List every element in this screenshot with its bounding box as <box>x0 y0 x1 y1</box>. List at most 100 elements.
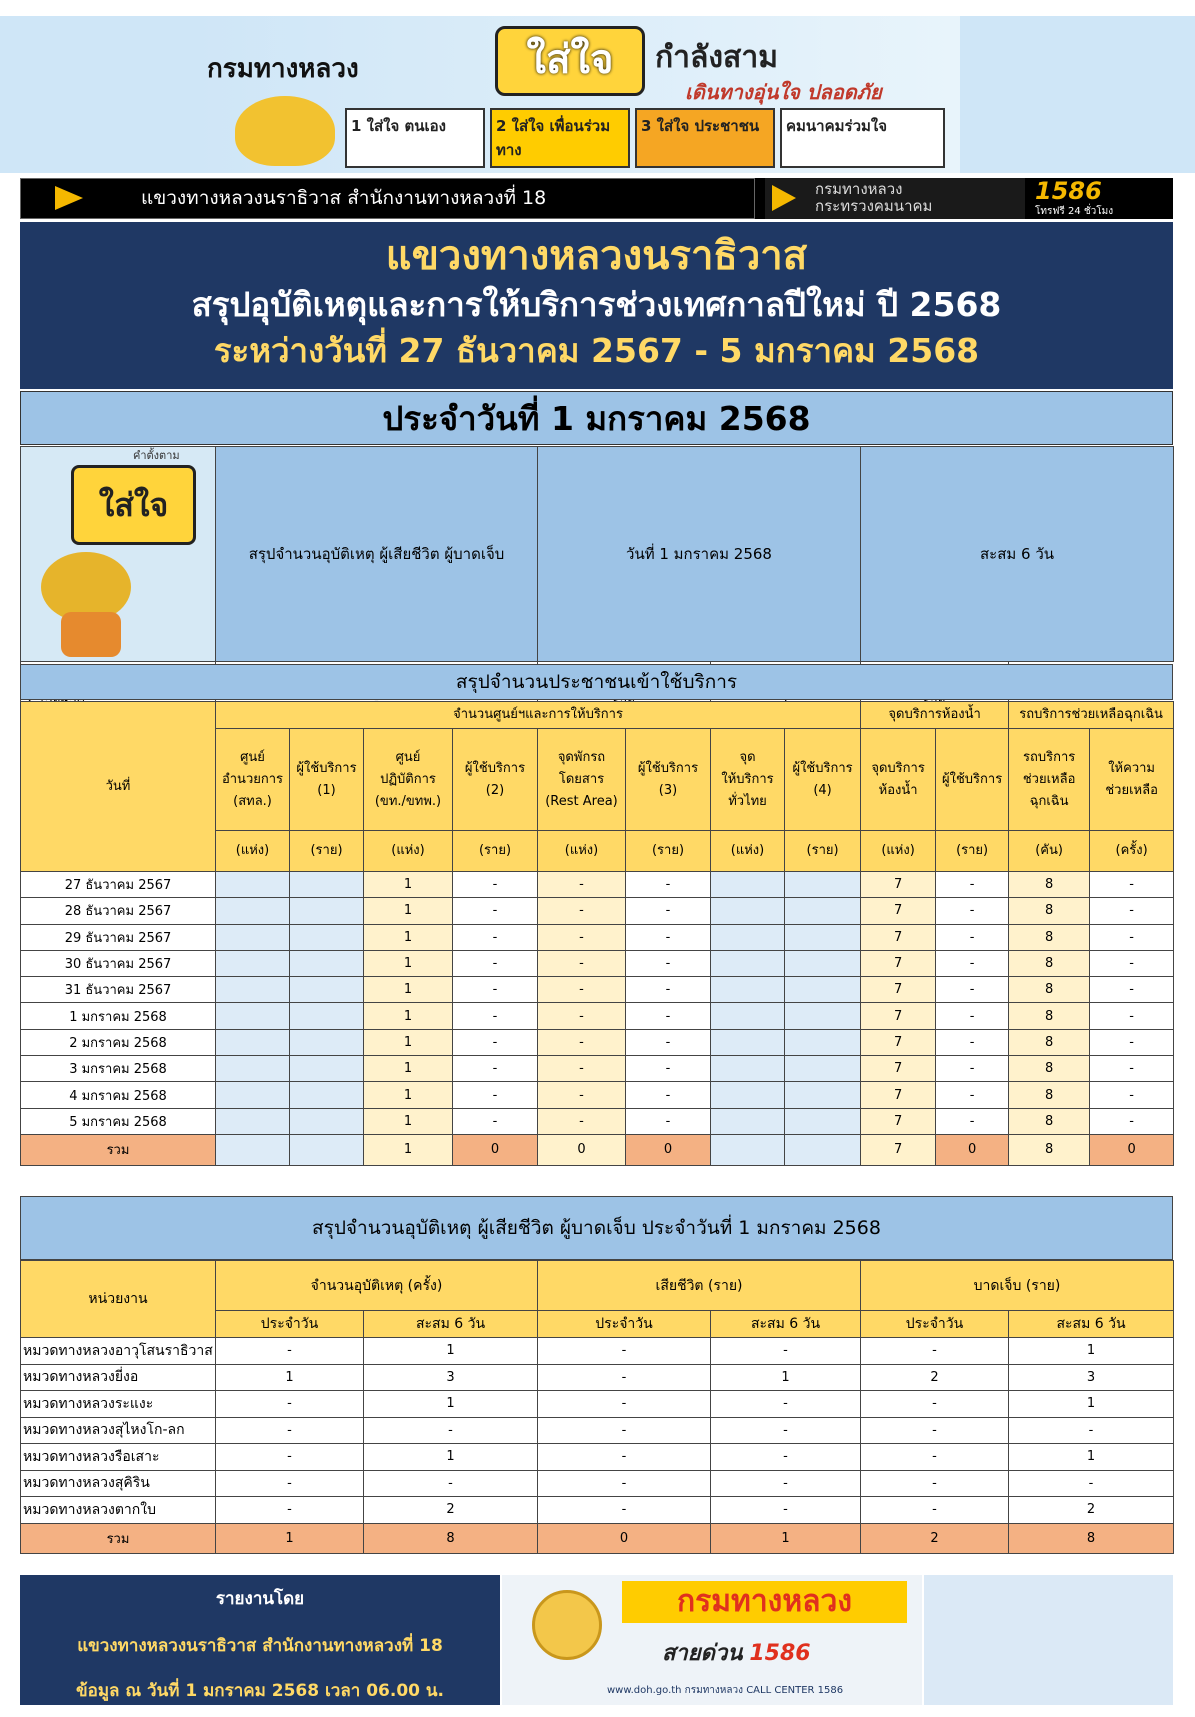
report-title: แขวงทางหลวงนราธิวาส <box>385 233 808 279</box>
unit-header: หน่วยงาน <box>20 1260 216 1338</box>
value-cell <box>289 949 364 978</box>
unit-name: หมวดทางหลวงสุไหงโก-ลก <box>20 1416 216 1444</box>
unit-header: (แห่ง) <box>363 830 453 872</box>
unit-header: (ราย) <box>452 830 538 872</box>
total-cell: 1 <box>363 1133 453 1166</box>
value-cell: 8 <box>1008 1028 1091 1057</box>
group-header: จำนวนอุบัติเหตุ (ครั้ง) <box>215 1260 538 1311</box>
value-cell: 8 <box>1008 870 1091 899</box>
banner-item: 2 ใส่ใจ เพื่อนร่วมทาง <box>490 108 630 168</box>
value-cell: - <box>935 1002 1010 1030</box>
value-cell: - <box>1089 1028 1175 1057</box>
value-cell: 8 <box>1008 1002 1091 1030</box>
hotline-note: โทรฟรี 24 ชั่วโมง <box>1035 206 1114 217</box>
value-cell <box>783 1055 862 1083</box>
value-cell: 7 <box>860 897 937 925</box>
report-subtitle: สรุปอุบัติเหตุและการให้บริการช่วงเทศกาลป… <box>191 285 1002 324</box>
value-cell: - <box>860 1337 1010 1365</box>
total-label: รวม <box>20 1522 216 1554</box>
value-cell: - <box>537 1496 711 1524</box>
footer-office: แขวงทางหลวงนราธิวาส สำนักงานทางหลวงที่ 1… <box>77 1636 443 1656</box>
column-header: ผู้ใช้บริการ <box>935 728 1010 831</box>
summary-header-accum: สะสม 6 วัน <box>859 446 1175 662</box>
value-cell <box>289 1081 364 1109</box>
ministry-name: กระทรวงคมนาคม <box>815 197 933 215</box>
service-row: 4 มกราคม 2568 1- - -7-8- <box>20 1081 1175 1109</box>
unit-header: (แห่ง) <box>215 830 290 872</box>
summary-header: สรุปจำนวนอุบัติเหตุ ผู้เสียชีวิต ผู้บาดเ… <box>215 446 538 662</box>
value-cell: 7 <box>860 1028 937 1057</box>
sub-header: สะสม 6 วัน <box>709 1310 862 1338</box>
column-header: รถบริการ ช่วยเหลือ ฉุกเฉิน <box>1008 728 1091 831</box>
day-title: ประจำวันที่ 1 มกราคม 2568 <box>20 391 1173 445</box>
value-cell: - <box>537 1055 626 1083</box>
unit-name: หมวดทางหลวงยี่งอ <box>20 1363 216 1391</box>
doh-logo-text: กรมทางหลวง <box>207 54 359 84</box>
unit-header: (แห่ง) <box>710 830 785 872</box>
value-cell <box>710 1081 785 1109</box>
value-cell <box>783 870 862 899</box>
date-cell: 2 มกราคม 2568 <box>20 1028 216 1057</box>
hotline-label: สายด่วน <box>662 1641 743 1666</box>
sub-header: สะสม 6 วัน <box>363 1310 538 1338</box>
value-cell: - <box>625 1081 711 1109</box>
value-cell: - <box>625 870 711 899</box>
value-cell: - <box>537 1107 626 1135</box>
service-row: 28 ธันวาคม 2567 1- - -7-8- <box>20 897 1175 925</box>
value-cell: - <box>537 1443 711 1471</box>
value-cell: - <box>860 1443 1010 1471</box>
mascot-body <box>61 612 121 657</box>
value-cell: - <box>625 897 711 925</box>
group-header: เสียชีวิต (ราย) <box>536 1260 862 1311</box>
value-cell: 8 <box>1008 897 1091 925</box>
value-cell: 7 <box>860 1055 937 1083</box>
service-table: วันที่ จำนวนศูนย์ฯและการให้บริการ จุดบริ… <box>20 701 1175 1166</box>
value-cell: - <box>935 1055 1010 1083</box>
value-cell <box>215 976 290 1004</box>
date-cell: 3 มกราคม 2568 <box>20 1055 216 1083</box>
value-cell <box>289 1028 364 1057</box>
column-header: จุด ให้บริการ ทั่วไทย <box>710 728 785 831</box>
ministry-block: กรมทางหลวง กระทรวงคมนาคม <box>765 178 1025 219</box>
value-cell: - <box>537 949 626 978</box>
sub-header: ประจำวัน <box>860 1310 1010 1338</box>
mascot-image: คำตั้งตาม ใส่ใจ <box>20 446 216 662</box>
value-cell: 7 <box>860 1002 937 1030</box>
group-header: จำนวนศูนย์ฯและการให้บริการ <box>214 701 862 729</box>
service-row: 2 มกราคม 2568 1- - -7-8- <box>20 1028 1175 1057</box>
sai-jai-bubble: ใส่ใจ <box>71 465 196 545</box>
value-cell: - <box>1089 923 1175 951</box>
value-cell: - <box>1008 1416 1175 1444</box>
total-cell: 0 <box>537 1522 711 1554</box>
value-cell: - <box>537 1002 626 1030</box>
play-arrow-icon <box>772 185 796 211</box>
date-header: วันที่ <box>20 701 216 872</box>
value-cell: - <box>537 1363 711 1391</box>
value-cell: - <box>452 1055 538 1083</box>
contact-links: www.doh.go.th กรมทางหลวง CALL CENTER 158… <box>607 1685 844 1696</box>
column-header: ศูนย์ อำนวยการ (สทล.) <box>215 728 290 831</box>
unit-name: หมวดทางหลวงรือเสาะ <box>20 1443 216 1471</box>
value-cell <box>215 923 290 951</box>
value-cell: - <box>452 976 538 1004</box>
value-cell: - <box>625 1028 711 1057</box>
value-cell: 3 <box>363 1363 538 1391</box>
value-cell: 7 <box>860 1107 937 1135</box>
value-cell: 2 <box>363 1496 538 1524</box>
value-cell <box>710 1107 785 1135</box>
office-bar: แขวงทางหลวงนราธิวาส สำนักงานทางหลวงที่ 1… <box>20 178 1173 219</box>
value-cell: 1 <box>363 1390 538 1418</box>
value-cell: - <box>860 1469 1010 1497</box>
value-cell: - <box>1089 870 1175 899</box>
sub-header: ประจำวัน <box>215 1310 364 1338</box>
date-cell: 27 ธันวาคม 2567 <box>20 870 216 899</box>
doh-logo-text: กรมทางหลวง <box>622 1581 907 1623</box>
value-cell: 1 <box>363 1055 453 1083</box>
value-cell <box>215 897 290 925</box>
value-cell <box>289 1055 364 1083</box>
column-header: ผู้ใช้บริการ (4) <box>783 728 862 831</box>
accident-row: หมวดทางหลวงสุคิริน - - - - - - <box>20 1469 1175 1497</box>
value-cell: - <box>709 1443 862 1471</box>
value-cell <box>215 1081 290 1109</box>
value-cell: - <box>860 1416 1010 1444</box>
